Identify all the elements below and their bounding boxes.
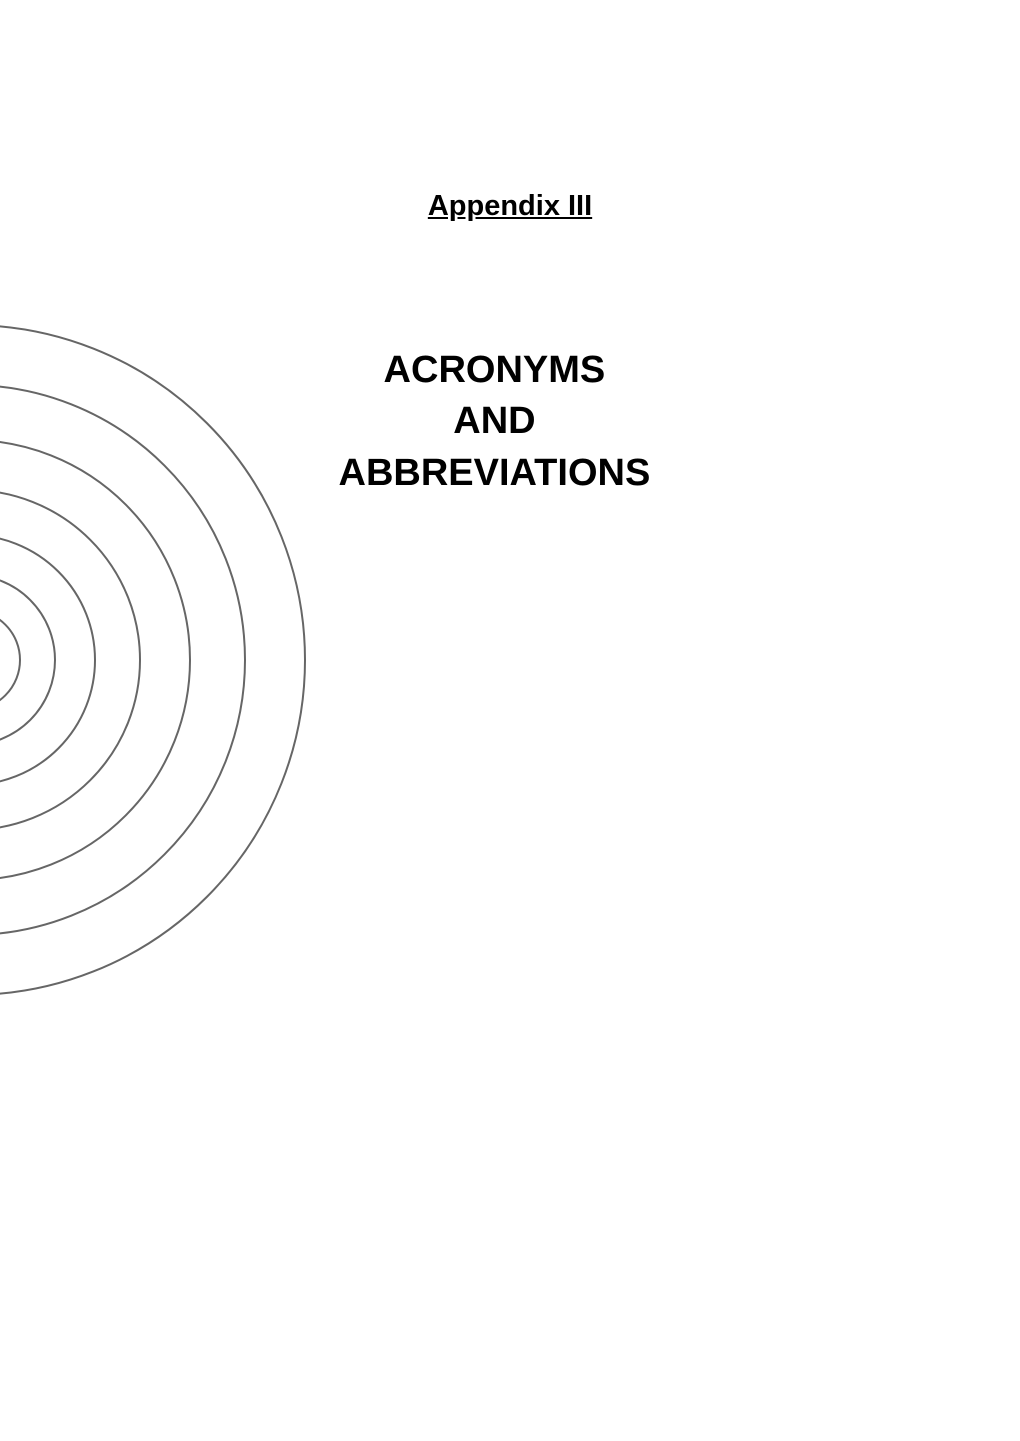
document-page: Appendix III ACRONYMS AND ABBREVIATIONS [0, 0, 1020, 1441]
heading-line-3: ABBREVIATIONS [339, 448, 651, 499]
circles-svg [0, 240, 365, 1090]
main-heading: ACRONYMS AND ABBREVIATIONS [339, 345, 651, 499]
concentric-circles-graphic [0, 240, 365, 1090]
heading-line-1: ACRONYMS [339, 345, 651, 396]
heading-line-2: AND [339, 396, 651, 447]
appendix-label: Appendix III [428, 190, 592, 223]
